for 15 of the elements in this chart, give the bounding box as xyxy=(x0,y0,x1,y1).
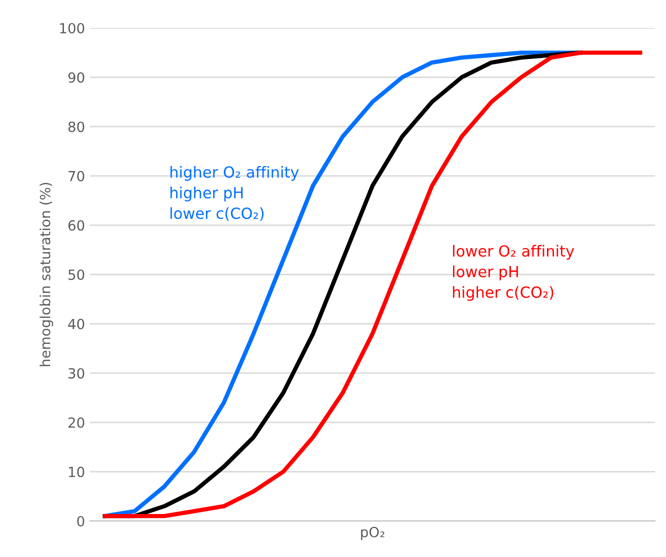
y-tick-label: 80 xyxy=(68,122,84,132)
series-label: higher O₂ affinity higher pH lower c(CO₂) xyxy=(170,166,299,221)
y-tick-label: 70 xyxy=(68,170,84,182)
y-tick-label: 90 xyxy=(68,72,84,83)
x-axis-title: pO₂ xyxy=(361,526,384,540)
y-tick-label: 10 xyxy=(68,466,84,478)
y-tick-label: 50 xyxy=(68,269,84,280)
y-tick-label: 20 xyxy=(68,417,84,428)
y-axis-title: hemoglobin saturation (%) xyxy=(40,182,54,366)
y-tick-label: 30 xyxy=(68,368,84,379)
y-tick-label: 0 xyxy=(77,516,84,526)
y-tick-label: 100 xyxy=(60,22,84,34)
y-tick-label: 60 xyxy=(68,220,84,231)
text: lower O₂ affinity lower pH higher c(CO₂) xyxy=(452,244,574,301)
y-tick-label: 40 xyxy=(68,318,84,330)
